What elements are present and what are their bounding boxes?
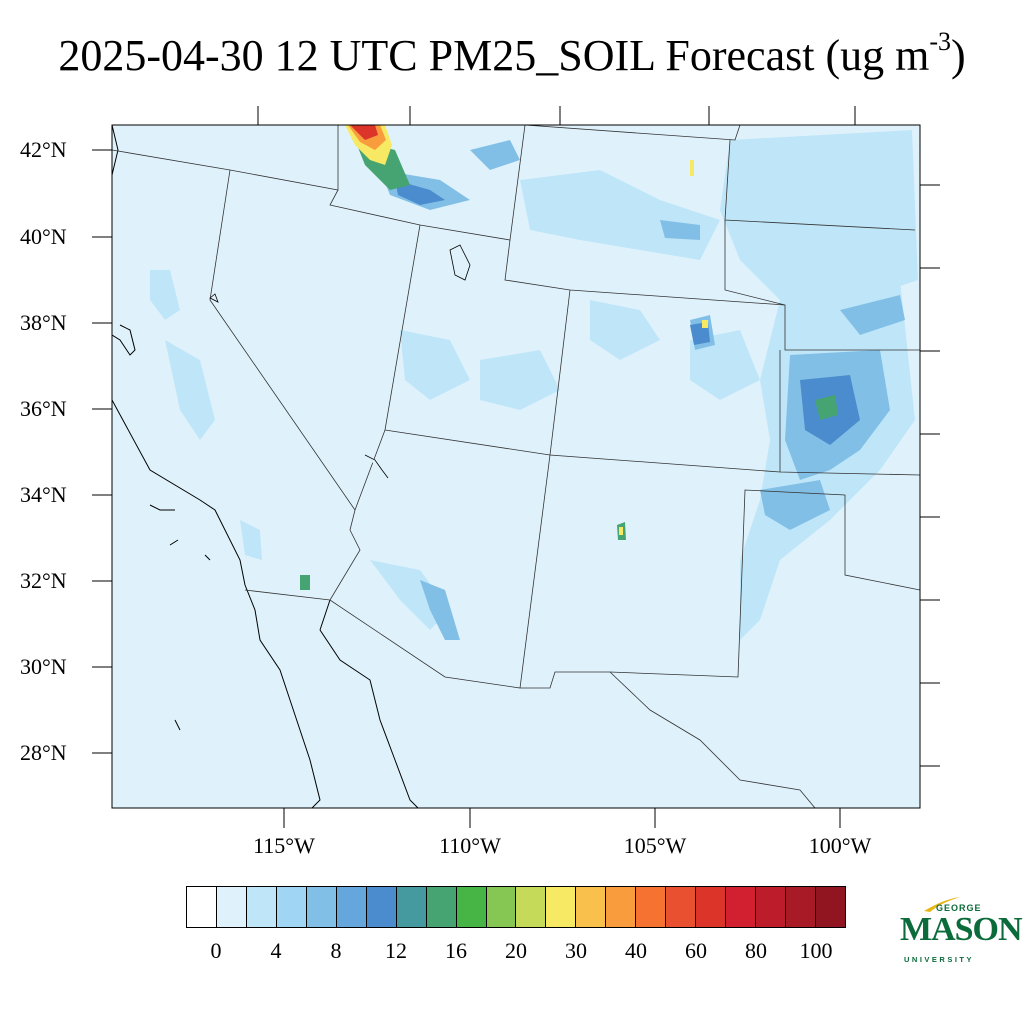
colorbar-label-100: 100 xyxy=(799,938,833,963)
colorbar-cell xyxy=(546,887,577,927)
colorbar-label-60: 60 xyxy=(685,938,707,963)
map-frame xyxy=(111,124,921,809)
lakes xyxy=(209,244,471,479)
colorbar xyxy=(186,886,846,928)
colorbar-cell xyxy=(276,887,307,927)
colorbar-cell xyxy=(696,887,727,927)
colorbar-cell xyxy=(816,887,845,927)
lat-label-32: 32°N xyxy=(20,568,67,593)
colorbar-cell xyxy=(486,887,517,927)
colorbar-label-40: 40 xyxy=(625,938,647,963)
colorbar-label-30: 30 xyxy=(565,938,587,963)
colorbar-cell xyxy=(756,887,787,927)
colorbar-label-20: 20 xyxy=(505,938,527,963)
colorbar-cell xyxy=(216,887,247,927)
colorbar-cell xyxy=(666,887,697,927)
lat-label-28: 28°N xyxy=(20,740,67,765)
lon-label-110: 110°W xyxy=(439,833,501,858)
colorbar-label-16: 16 xyxy=(445,938,467,963)
colorbar-cell xyxy=(786,887,817,927)
colorbar-cell xyxy=(636,887,667,927)
logo-george: GEORGE xyxy=(936,903,982,913)
colorbar-label-12: 12 xyxy=(385,938,407,963)
colorbar-cell xyxy=(726,887,757,927)
colorbar-cell xyxy=(576,887,607,927)
concentration-hotspot xyxy=(345,125,708,535)
colorbar-label-80: 80 xyxy=(745,938,767,963)
lon-label-100: 100°W xyxy=(808,833,872,858)
map-title: 2025-04-30 12 UTC PM25_SOIL Forecast (ug… xyxy=(58,27,966,80)
colorbar-label-8: 8 xyxy=(330,938,342,963)
colorbar-cell xyxy=(456,887,487,927)
gmu-logo: GEORGE MASON UNIVERSITY xyxy=(900,895,1023,975)
lat-label-30: 30°N xyxy=(20,654,67,679)
logo-university: UNIVERSITY xyxy=(904,955,975,964)
colorbar-cell xyxy=(426,887,457,927)
tick-marks xyxy=(92,106,940,828)
lon-label-105: 105°W xyxy=(623,833,687,858)
colorbar-cell xyxy=(606,887,637,927)
coastline xyxy=(112,125,419,808)
colorbar-cell xyxy=(516,887,547,927)
colorbar-cell xyxy=(306,887,337,927)
lat-label-42: 42°N xyxy=(20,137,67,162)
colorbar-cell xyxy=(336,887,367,927)
lat-label-38: 38°N xyxy=(20,310,67,335)
lat-label-40: 40°N xyxy=(20,224,67,249)
lon-label-115: 115°W xyxy=(253,833,315,858)
swoosh-icon xyxy=(924,897,960,912)
state-boundaries xyxy=(112,125,920,808)
colorbar-cell xyxy=(187,887,217,927)
colorbar-cell xyxy=(366,887,397,927)
logo-mason: MASON xyxy=(900,911,1023,948)
lat-label-36: 36°N xyxy=(20,396,67,421)
colorbar-label-4: 4 xyxy=(270,938,282,963)
lat-label-34: 34°N xyxy=(20,482,67,507)
colorbar-cell xyxy=(246,887,277,927)
colorbar-cell xyxy=(396,887,427,927)
colorbar-label-0: 0 xyxy=(210,938,222,963)
